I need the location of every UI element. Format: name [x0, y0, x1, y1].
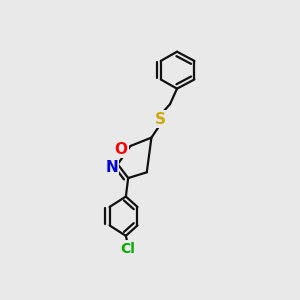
Text: N: N [106, 160, 118, 175]
Text: Cl: Cl [121, 242, 136, 256]
Text: S: S [155, 112, 166, 127]
Text: O: O [115, 142, 128, 157]
